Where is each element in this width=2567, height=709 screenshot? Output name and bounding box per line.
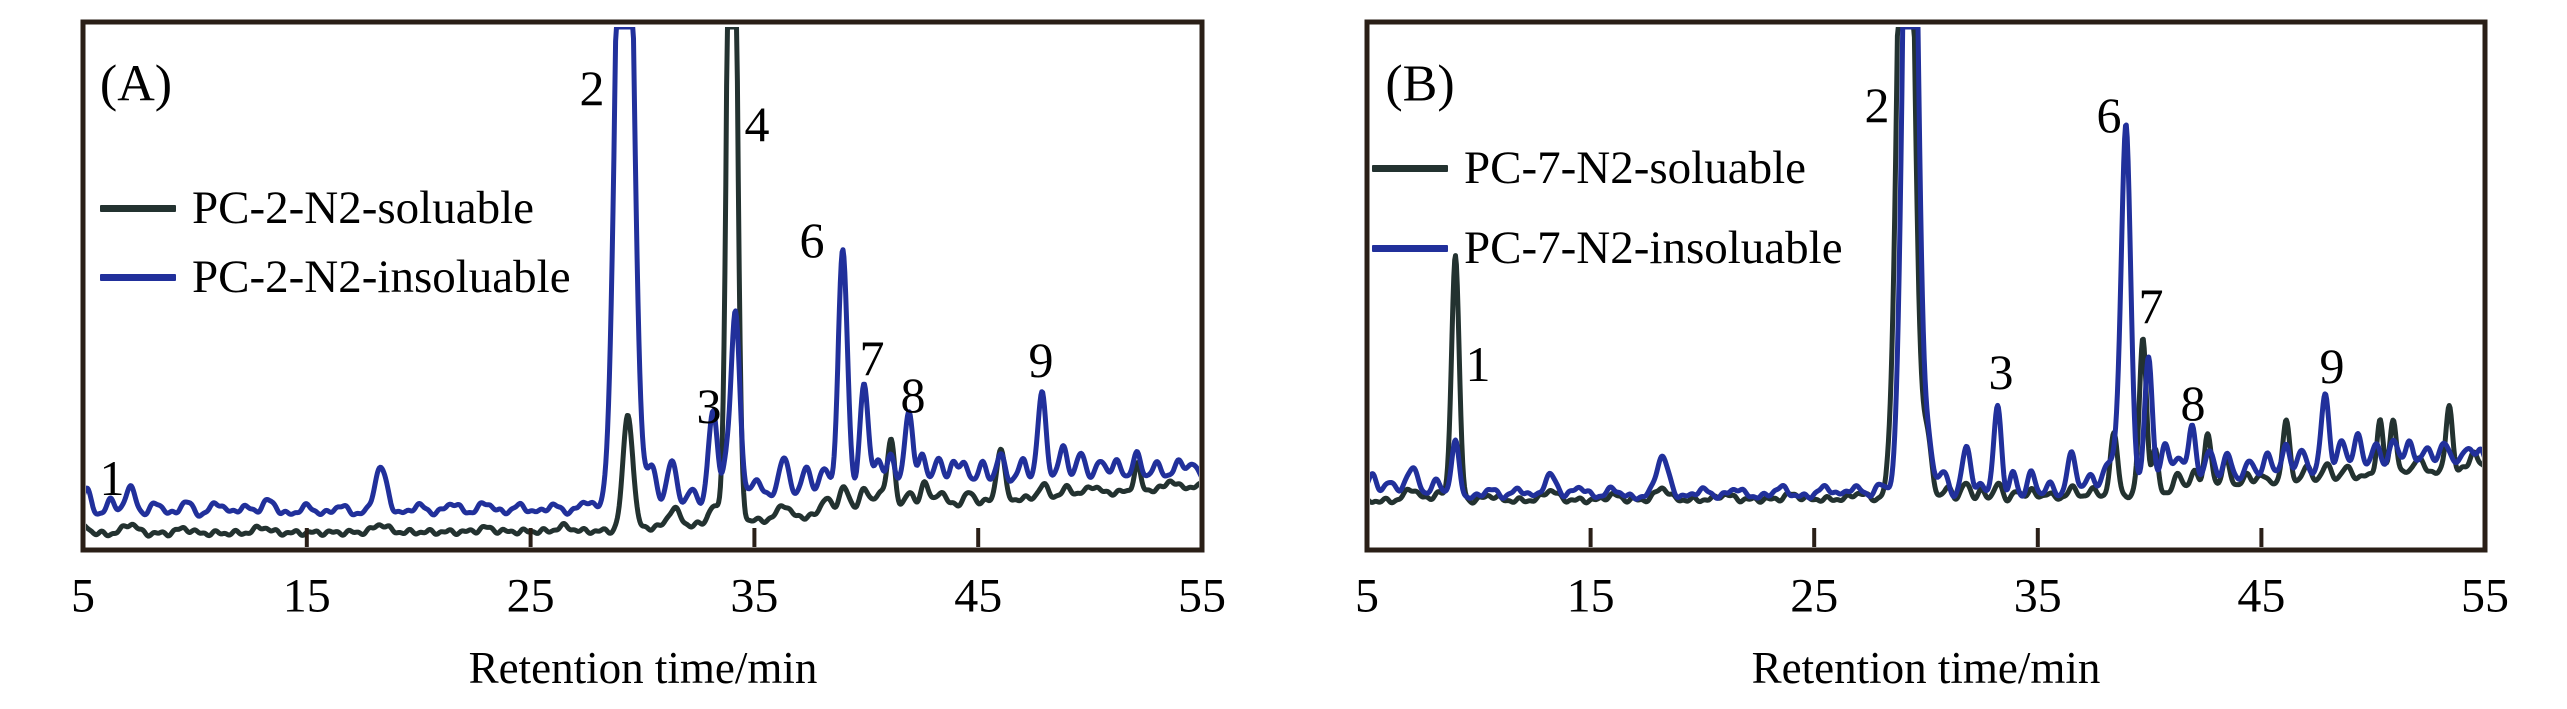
peak-label-9: 9 [1029,332,1054,388]
trace-pc-2-n2-insoluable [86,27,1199,519]
x-tick-label-25: 25 [506,569,555,623]
x-tick-label-55: 55 [2461,569,2509,623]
x-tick-label-25: 25 [1790,569,1839,623]
panel-a-label: (A) [99,55,173,113]
x-tick-label-45: 45 [954,569,1003,623]
x-tick-label-15: 15 [282,569,331,623]
x-axis-title-panel-b: Retention time/min [1751,643,2101,693]
trace-pc-2-n2-soluable [86,27,1199,539]
trace-pc-7-n2-insoluable [1370,27,2482,502]
plot-frame [1364,19,2488,553]
peak-label-6: 6 [2097,87,2122,143]
peak-label-1: 1 [1466,336,1491,392]
peak-label-2: 2 [1865,77,1890,133]
x-tick-label-45: 45 [2237,569,2286,623]
peak-label-8: 8 [2181,375,2206,431]
x-axis-title-panel-a: Retention time/min [468,643,818,693]
peak-label-8: 8 [901,367,926,423]
x-tick-label-5: 5 [71,569,95,623]
x-tick-label-35: 35 [2013,569,2062,623]
peak-label-6: 6 [800,212,825,268]
trace-pc-7-n2-soluable [1370,27,2482,506]
trace-group [1370,27,2482,506]
peak-label-1: 1 [100,450,125,506]
panel-b-label: (B) [1385,55,1455,113]
peak-label-3: 3 [1989,344,2014,400]
x-tick-label-55: 55 [1178,569,1226,623]
trace-group [86,27,1199,539]
peak-label-4: 4 [745,96,770,152]
x-tick-label-35: 35 [730,569,779,623]
peak-label-2: 2 [580,60,605,116]
x-tick-label-5: 5 [1355,569,1379,623]
peak-label-7: 7 [860,330,885,386]
x-tick-label-15: 15 [1566,569,1615,623]
peak-label-9: 9 [2320,338,2345,394]
plot-frame [80,19,1205,553]
peak-label-7: 7 [2139,278,2164,334]
peak-label-3: 3 [697,378,722,434]
